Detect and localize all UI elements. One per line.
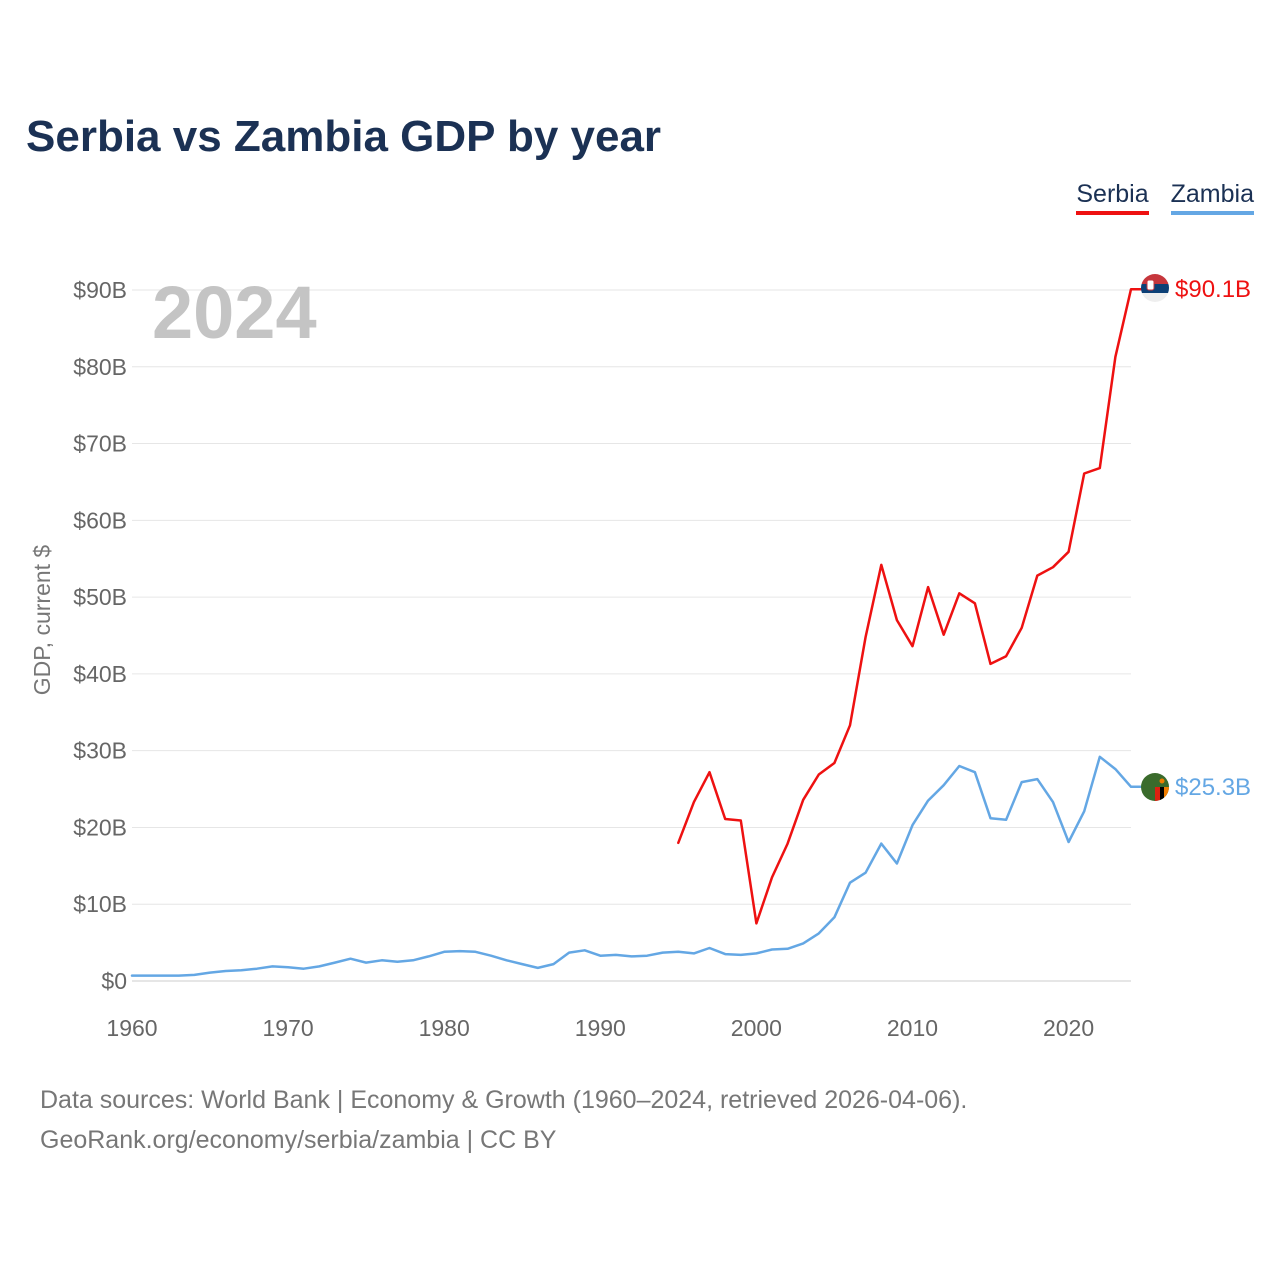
y-tick-label: $90B: [73, 277, 127, 303]
legend-item-serbia[interactable]: Serbia: [1076, 180, 1149, 215]
y-tick-label: $50B: [73, 584, 127, 610]
legend: Serbia Zambia: [1076, 180, 1254, 215]
x-tick-label: 2000: [731, 1015, 782, 1041]
source-line-2[interactable]: GeoRank.org/economy/serbia/zambia | CC B…: [40, 1126, 557, 1154]
x-tick-label: 1980: [419, 1015, 470, 1041]
y-tick-label: $40B: [73, 661, 127, 687]
series-line-serbia[interactable]: [677, 287, 1143, 925]
grid-lines: [132, 289, 1131, 982]
x-axis: 1960 1970 1980 1990 2000 2010 2020: [106, 1015, 1094, 1041]
source-line-1: Data sources: World Bank | Economy & Gro…: [40, 1086, 968, 1114]
line-chart: 2024 $0$10B$20B$30B$40B$50B$60B$70B$80B$…: [29, 271, 1251, 1041]
y-axis: $0 $10B $20B $30B $40B $50B $60B $70B $80B $90B: [73, 277, 127, 994]
x-tick-label: 1960: [106, 1015, 157, 1041]
end-label-serbia: $90.1B: [1175, 276, 1251, 303]
serbia-flag-icon: [1141, 274, 1169, 302]
y-tick-label: $20B: [73, 814, 127, 840]
chart-title: Serbia vs Zambia GDP by year: [26, 112, 662, 161]
y-tick-label: $0: [101, 968, 127, 994]
y-tick-label: $80B: [73, 354, 127, 380]
y-tick-label: $10B: [73, 891, 127, 917]
x-tick-label: 1990: [575, 1015, 626, 1041]
series-layer: $90.1B $25.3B: [130, 276, 1251, 977]
y-tick-label: $30B: [73, 738, 127, 764]
y-tick-label: $70B: [73, 431, 127, 457]
source-note: Data sources: World Bank | Economy & Gro…: [40, 1080, 967, 1160]
x-tick-label: 2010: [887, 1015, 938, 1041]
end-label-zambia: $25.3B: [1175, 774, 1251, 801]
x-tick-label: 1970: [263, 1015, 314, 1041]
series-line-zambia[interactable]: [130, 755, 1143, 977]
y-axis-title: GDP, current $: [29, 545, 55, 696]
year-watermark: 2024: [152, 271, 317, 354]
zambia-flag-icon: [1141, 773, 1169, 801]
x-tick-label: 2020: [1043, 1015, 1094, 1041]
legend-item-zambia[interactable]: Zambia: [1170, 180, 1254, 215]
y-tick-label: $60B: [73, 507, 127, 533]
